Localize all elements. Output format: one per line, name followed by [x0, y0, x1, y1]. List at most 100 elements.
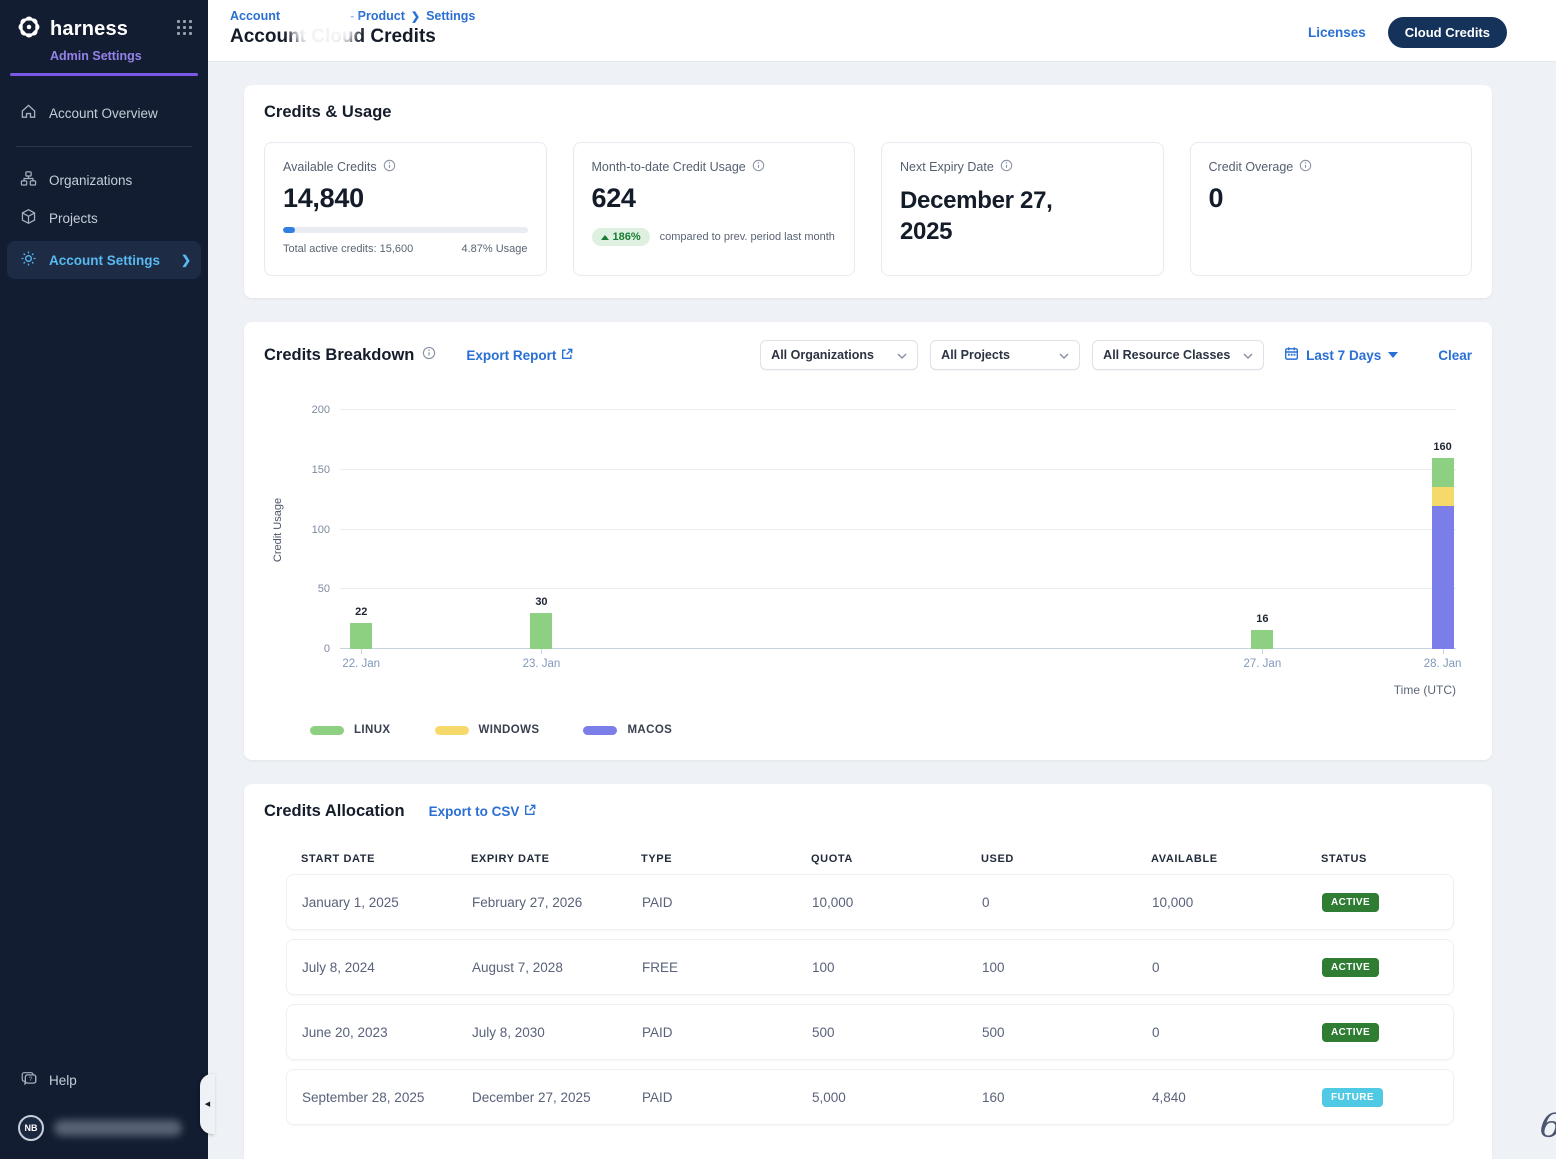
status-badge: ACTIVE	[1322, 957, 1380, 977]
projects-filter[interactable]: All Projects	[930, 340, 1081, 370]
breadcrumb-product[interactable]: - Product	[350, 9, 405, 23]
clear-filters-link[interactable]: Clear	[1438, 347, 1472, 363]
breadcrumb: Account - Product ❯ Settings	[230, 9, 1507, 23]
info-icon[interactable]	[1000, 159, 1013, 175]
mtd-usage-label: Month-to-date Credit Usage	[591, 160, 746, 174]
x-tick-label: 22. Jan	[342, 658, 381, 670]
legend-label: LINUX	[354, 724, 391, 736]
cloud-credits-button[interactable]: Cloud Credits	[1387, 17, 1507, 48]
legend-item-linux[interactable]: LINUX	[310, 724, 391, 736]
gear-icon	[20, 250, 37, 270]
sidebar-item-organizations[interactable]: Organizations	[0, 161, 208, 199]
usage-percent: 4.87% Usage	[461, 243, 528, 255]
info-icon[interactable]	[752, 159, 765, 175]
table-row: July 8, 2024 August 7, 2028 FREE 100 100…	[286, 939, 1454, 995]
cell-available: 10,000	[1152, 894, 1194, 910]
next-expiry-card: Next Expiry Date December 27, 2025	[881, 142, 1164, 276]
export-report-link[interactable]: Export Report	[466, 348, 573, 363]
x-tick	[541, 649, 543, 654]
y-tick-label: 50	[317, 583, 330, 596]
info-icon[interactable]	[422, 346, 436, 365]
gridline	[340, 588, 1456, 590]
harness-logo-icon	[16, 14, 42, 45]
redacted-username	[54, 1120, 182, 1136]
x-tick-label: 23. Jan	[522, 658, 561, 670]
sidebar: harness Admin Settings Account Overview	[0, 0, 208, 1159]
cell-quota: 5,000	[812, 1089, 846, 1105]
credits-progress-bar	[283, 227, 528, 233]
info-icon[interactable]	[383, 159, 396, 175]
sidebar-item-account-settings[interactable]: Account Settings ❯	[7, 241, 201, 279]
arrow-up-icon	[600, 234, 609, 240]
y-tick-label: 200	[311, 404, 330, 416]
status-badge: FUTURE	[1322, 1087, 1383, 1107]
x-tick-label: 28. Jan	[1423, 658, 1462, 670]
external-link-icon	[524, 804, 536, 819]
module-subtitle: Admin Settings	[50, 49, 142, 63]
export-csv-link[interactable]: Export to CSV	[429, 804, 537, 819]
cell-start-date: June 20, 2023	[302, 1024, 388, 1040]
next-expiry-label: Next Expiry Date	[900, 160, 994, 174]
avatar: NB	[18, 1115, 44, 1141]
chart-legend: LINUX WINDOWS MACOS	[310, 724, 1472, 736]
bar-segment-linux	[1251, 629, 1274, 649]
cell-available: 0	[1152, 1024, 1160, 1040]
y-tick-label: 0	[323, 643, 330, 655]
calendar-icon	[1284, 346, 1299, 364]
sidebar-item-account-overview[interactable]: Account Overview	[0, 94, 208, 132]
svg-text:?: ?	[29, 1076, 33, 1083]
info-icon[interactable]	[1299, 159, 1312, 175]
help-button[interactable]: ? Help	[0, 1060, 208, 1101]
gridline	[340, 468, 1456, 470]
chart-bar-23-jan[interactable]: 30	[530, 596, 553, 649]
help-chat-icon: ?	[20, 1070, 38, 1091]
credits-breakdown-title: Credits Breakdown	[264, 346, 436, 365]
y-tick-label: 100	[311, 523, 330, 536]
legend-label: MACOS	[627, 724, 673, 736]
cell-quota: 100	[812, 959, 835, 975]
external-link-icon	[561, 348, 573, 363]
x-axis-title: Time (UTC)	[1393, 683, 1456, 697]
credit-usage-chart: Credit Usage Time (UTC) 0 50 100 150 200 22 22…	[272, 404, 1461, 710]
chevron-down-icon	[1059, 348, 1069, 362]
chart-bar-27-jan[interactable]: 16	[1251, 613, 1274, 649]
sidebar-divider	[16, 146, 192, 147]
licenses-link[interactable]: Licenses	[1307, 25, 1366, 40]
sidebar-item-label: Organizations	[49, 172, 133, 188]
delta-badge: 186%	[591, 228, 650, 246]
column-header: TYPE	[641, 853, 673, 865]
available-credits-value: 14,840	[283, 183, 364, 213]
x-tick	[361, 649, 363, 654]
cell-used: 500	[982, 1024, 1005, 1040]
resource-classes-filter[interactable]: All Resource Classes	[1092, 340, 1265, 370]
chart-bar-28-jan[interactable]: 160	[1431, 441, 1454, 649]
gridline	[340, 528, 1456, 530]
credits-progress-fill	[283, 227, 295, 233]
available-credits-label: Available Credits	[283, 160, 377, 174]
mtd-usage-value: 624	[591, 183, 636, 213]
sidebar-collapse-handle[interactable]: ◀	[200, 1074, 215, 1134]
sidebar-header: harness Admin Settings	[0, 0, 208, 63]
legend-item-macos[interactable]: MACOS	[583, 724, 672, 736]
cell-used: 0	[982, 894, 990, 910]
cell-type: FREE	[642, 959, 679, 975]
date-range-picker[interactable]: Last 7 Days	[1284, 346, 1399, 364]
chevron-down-icon	[897, 348, 907, 362]
total-active-credits: Total active credits: 15,600	[283, 243, 414, 255]
legend-swatch	[583, 725, 618, 735]
user-account-row[interactable]: NB	[0, 1101, 208, 1149]
legend-item-windows[interactable]: WINDOWS	[434, 724, 540, 736]
cell-type: PAID	[642, 1089, 673, 1105]
cell-available: 4,840	[1152, 1089, 1186, 1105]
breadcrumb-account[interactable]: Account	[230, 9, 280, 23]
organizations-filter[interactable]: All Organizations	[760, 340, 919, 370]
chart-bar-22-jan[interactable]: 22	[350, 606, 373, 649]
sidebar-item-projects[interactable]: Projects	[0, 199, 208, 237]
breadcrumb-settings[interactable]: Settings	[426, 9, 476, 23]
delta-note: compared to prev. period last month	[659, 231, 835, 243]
cell-expiry-date: August 7, 2028	[472, 959, 563, 975]
app-switcher-icon[interactable]	[177, 20, 192, 35]
credit-overage-label: Credit Overage	[1208, 160, 1294, 174]
breadcrumb-separator: ❯	[410, 10, 421, 23]
